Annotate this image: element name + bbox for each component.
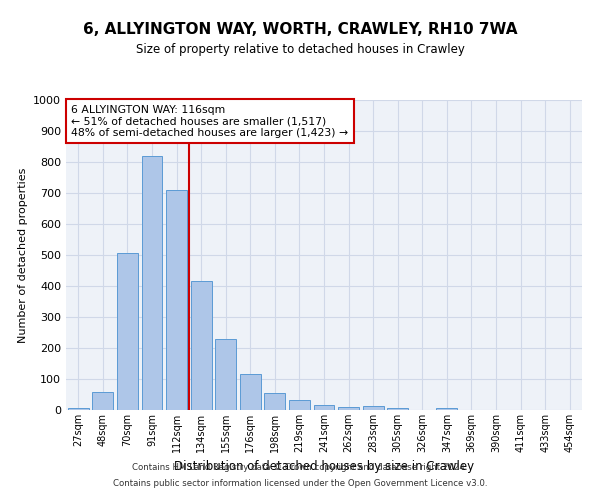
Bar (92, 392, 113, 410)
X-axis label: Distribution of detached houses by size in Crawley: Distribution of detached houses by size … (174, 460, 474, 473)
Bar (314, 406, 334, 410)
Y-axis label: Number of detached properties: Number of detached properties (17, 168, 28, 342)
Text: Contains public sector information licensed under the Open Government Licence v3: Contains public sector information licen… (113, 478, 487, 488)
Bar (338, 407, 359, 410)
Bar (387, 408, 408, 410)
Text: Size of property relative to detached houses in Crawley: Size of property relative to detached ho… (136, 42, 464, 56)
Text: 6, ALLYINGTON WAY, WORTH, CRAWLEY, RH10 7WA: 6, ALLYINGTON WAY, WORTH, CRAWLEY, RH10 … (83, 22, 517, 38)
Bar (68, 408, 89, 410)
Bar (191, 282, 212, 410)
Bar (436, 408, 457, 410)
Bar (362, 406, 383, 410)
Bar (142, 156, 163, 410)
Bar (240, 374, 261, 410)
Text: Contains HM Land Registry data © Crown copyright and database right 2024.: Contains HM Land Registry data © Crown c… (132, 464, 468, 472)
Bar (215, 338, 236, 410)
Bar (117, 254, 138, 410)
Bar (166, 190, 187, 410)
Bar (265, 393, 286, 410)
Bar (289, 400, 310, 410)
Text: 6 ALLYINGTON WAY: 116sqm
← 51% of detached houses are smaller (1,517)
48% of sem: 6 ALLYINGTON WAY: 116sqm ← 51% of detach… (71, 104, 348, 138)
